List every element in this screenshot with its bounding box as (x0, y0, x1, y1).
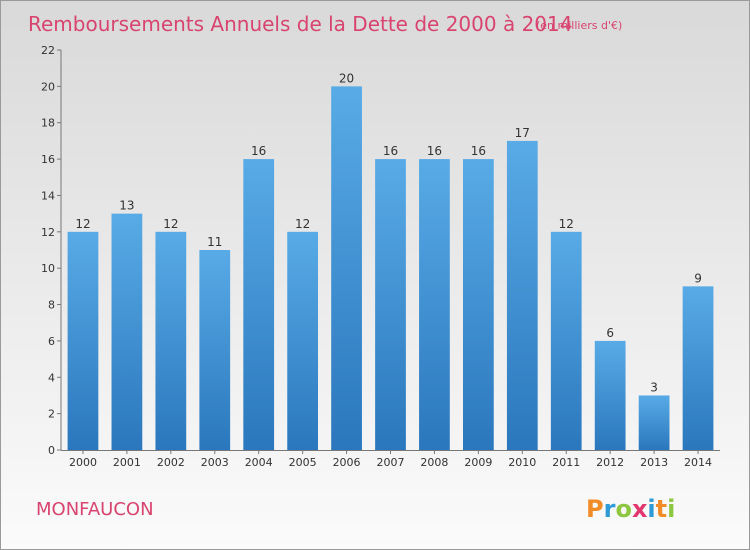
proxiti-logo-letter: i (667, 495, 675, 523)
x-tick-label-2000: 2000 (69, 456, 97, 469)
data-label-2002: 12 (163, 217, 178, 231)
data-label-2003: 11 (207, 235, 222, 249)
data-label-2010: 17 (515, 126, 530, 140)
bar-2003 (199, 250, 231, 450)
data-label-2014: 9 (694, 271, 702, 285)
chart-unit-note: (en milliers d'€) (536, 19, 622, 32)
data-label-2004: 16 (251, 144, 266, 158)
bar-2010 (506, 140, 538, 450)
x-tick-label-2011: 2011 (552, 456, 580, 469)
proxiti-logo-letter: o (615, 495, 632, 523)
x-tick-label-2008: 2008 (420, 456, 448, 469)
x-tick-label-2004: 2004 (245, 456, 273, 469)
y-tick-label: 20 (41, 80, 55, 93)
y-tick-label: 16 (41, 153, 55, 166)
bars (67, 86, 714, 450)
bar-2001 (111, 213, 143, 450)
bar-2011 (550, 231, 582, 450)
bar-2005 (287, 231, 319, 450)
axes: 0 2 4 6 8 10 12 14 16 18 20 22 2000 2001 2002 2003 2004 2… (41, 44, 720, 469)
y-tick-label: 4 (48, 371, 55, 384)
data-label-2009: 16 (471, 144, 486, 158)
bar-2008 (419, 159, 450, 450)
data-label-2011: 12 (559, 217, 574, 231)
data-label-2007: 16 (383, 144, 398, 158)
bar-2004 (243, 159, 275, 450)
x-tick-label-2003: 2003 (201, 456, 229, 469)
bar-2007 (375, 159, 406, 450)
data-labels: 12 13 12 11 16 12 20 16 16 16 17 12 6 3 9 (75, 71, 702, 394)
y-tick-label: 22 (41, 44, 55, 57)
x-tick-label-2014: 2014 (684, 456, 712, 469)
y-tick-label: 0 (48, 444, 55, 457)
x-tick-label-2010: 2010 (508, 456, 536, 469)
data-label-2006: 20 (339, 71, 354, 85)
data-label-2013: 3 (650, 380, 658, 394)
proxiti-logo-letter: x (632, 495, 648, 523)
data-label-2008: 16 (427, 144, 442, 158)
x-tick-label-2007: 2007 (377, 456, 405, 469)
proxiti-logo: Proxiti (586, 495, 675, 523)
data-label-2000: 12 (75, 217, 90, 231)
x-tick-label-2002: 2002 (157, 456, 185, 469)
y-tick-label: 14 (41, 189, 55, 202)
y-tick-label: 18 (41, 117, 55, 130)
bar-2009 (462, 159, 494, 450)
x-tick-label-2001: 2001 (113, 456, 141, 469)
data-label-2005: 12 (295, 217, 310, 231)
y-tick-label: 8 (48, 299, 55, 312)
x-tick-label-2006: 2006 (333, 456, 361, 469)
bar-2012 (594, 340, 626, 450)
bar-2014 (682, 286, 714, 450)
data-label-2012: 6 (606, 326, 614, 340)
bar-2000 (67, 231, 99, 450)
x-tick-label-2005: 2005 (289, 456, 317, 469)
data-label-2001: 13 (119, 199, 134, 213)
y-tick-label: 10 (41, 262, 55, 275)
x-tick-label-2012: 2012 (596, 456, 624, 469)
y-tick-label: 6 (48, 335, 55, 348)
bar-2006 (331, 86, 362, 450)
bar-2013 (638, 395, 670, 450)
proxiti-logo-letter: t (656, 495, 667, 523)
y-tick-label: 12 (41, 226, 55, 239)
y-tick-label: 2 (48, 408, 55, 421)
proxiti-logo-letter: i (647, 495, 655, 523)
place-name: MONFAUCON (36, 499, 154, 520)
x-tick-label-2013: 2013 (640, 456, 668, 469)
bar-2002 (155, 231, 187, 450)
proxiti-logo-letter: P (586, 495, 604, 523)
proxiti-logo-letter: r (604, 495, 616, 523)
x-tick-label-2009: 2009 (464, 456, 492, 469)
chart-title: Remboursements Annuels de la Dette de 20… (28, 12, 572, 36)
